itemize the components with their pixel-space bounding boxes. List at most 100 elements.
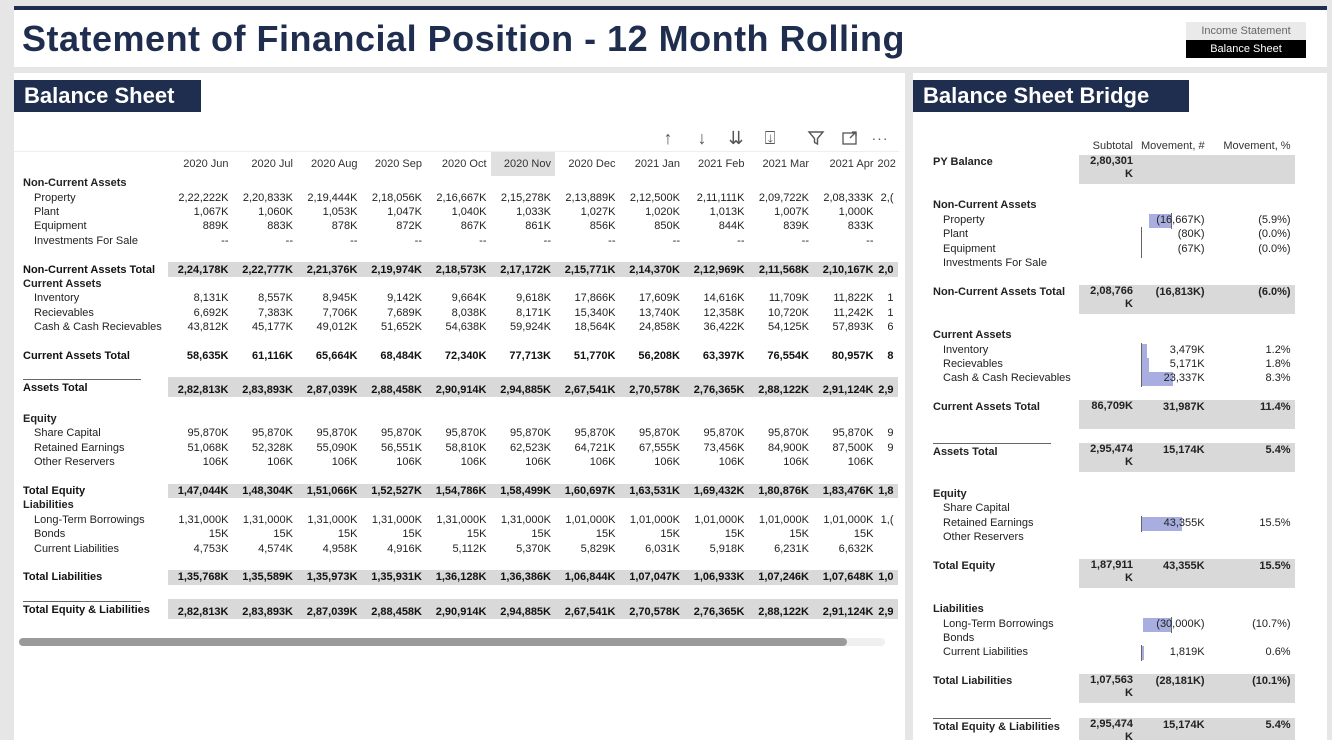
drill-down-icon[interactable]: ↓ [697,128,707,148]
cell-value: 2,91,124K [813,377,878,398]
cell-value: 51,068K [187,441,229,454]
bridge-row[interactable]: Recievables 5,171K 1.8% [929,356,1295,373]
expand-hierarchy-icon[interactable]: ⍗ [764,128,776,148]
month-header[interactable]: 2020 Dec [568,158,616,170]
movement-num-cell [1137,256,1209,270]
bridge-row[interactable]: Bonds [929,631,1295,645]
cell-value: 67,555K [639,441,680,454]
cell-value: 54,125K [768,321,809,334]
drill-up-icon[interactable]: ↑ [663,128,673,148]
matrix-row[interactable]: Equity [14,412,898,426]
cell-value: 6,231K [774,542,809,555]
month-header[interactable]: 202 [877,158,896,170]
cell-value: 1,35,931K [361,570,426,585]
bridge-row[interactable]: Long-Term Borrowings (30,000K) (10.7%) [929,616,1295,633]
cell-value: 2,87,039K [297,377,362,398]
subtotal-cell [1079,516,1137,530]
cell-value [813,412,878,426]
matrix-row[interactable]: Total Liabilities 1,35,768K 1,35,589K 1,35,… [14,570,898,585]
matrix-row[interactable]: Other Reservers 106K 106K 106K 106K 106K 106K 1… [14,455,898,469]
matrix-row[interactable]: Current Assets Total 58,635K 61,116K 65,664… [14,349,898,363]
matrix-row[interactable]: Total Equity 1,47,044K 1,48,304K 1,51,066K 1… [14,483,898,499]
bridge-row[interactable]: Non-Current Assets [929,198,1295,212]
cell-value: -- [737,234,745,247]
cell-value: 7,689K [387,306,422,319]
month-header[interactable]: 2021 Feb [698,158,745,170]
month-header[interactable]: 2020 Jul [251,158,293,170]
matrix-row[interactable]: Property 2,22,222K 2,20,833K 2,19,444K 2,18,… [14,190,898,204]
bridge-row[interactable]: Current Liabilities 1,819K 0.6% [929,645,1295,662]
bridge-row[interactable]: Plant (80K) (0.0%) [929,227,1295,244]
month-header[interactable]: 2021 Apr [829,158,874,170]
matrix-row[interactable]: Current Assets [14,277,898,291]
bridge-row[interactable]: Inventory 3,479K 1.2% [929,342,1295,359]
cell-value: 17,609K [639,292,680,305]
cell-value: 15K [402,528,422,541]
matrix-row[interactable]: Share Capital 95,870K 95,870K 95,870K 95,870… [14,426,898,440]
bridge-row[interactable]: Non-Current Assets Total 2,08,766 K (16,81… [929,284,1295,314]
matrix-row[interactable]: Non-Current Assets Total 2,24,178K 2,22,77… [14,262,898,277]
income-statement-button[interactable]: Income Statement [1186,22,1306,40]
bridge-row[interactable]: Retained Earnings 43,355K 15.5% [929,515,1295,532]
matrix-row[interactable]: Inventory 8,131K 8,557K 8,945K 9,142K 9,664K 9… [14,291,898,305]
month-header[interactable]: 2021 Jan [634,158,680,170]
movement-num-text: 15,174K [1163,444,1205,457]
subtotal-cell [1079,501,1137,515]
matrix-row[interactable]: Bonds 15K 15K 15K 15K 15K 15K 15K 15K 15K 15K 15K [14,527,898,541]
cell-value: 106K [847,456,874,469]
cell-value: 1,35,973K [297,570,362,585]
bridge-row[interactable]: Investments For Sale [929,256,1295,270]
matrix-row[interactable]: Assets Total 2,82,813K 2,83,893K 2,87,039K 2… [14,377,898,398]
cell-value: 95,870K [768,427,809,440]
movement-pct-cell: (10.1%) [1208,674,1295,704]
focus-mode-icon[interactable] [840,127,860,149]
more-options-icon[interactable]: ··· [871,130,889,146]
filter-icon[interactable] [806,127,826,149]
bridge-row[interactable]: Cash & Cash Recievables 23,337K 8.3% [929,371,1295,388]
bridge-row[interactable]: Total Liabilities 1,07,563 K (28,181K) (10.… [929,674,1295,704]
bridge-row[interactable]: Current Assets [929,328,1295,342]
matrix-row[interactable]: Long-Term Borrowings 1,31,000K 1,31,000K 1,… [14,513,898,527]
matrix-row[interactable]: Plant 1,067K 1,060K 1,053K 1,047K 1,040K 1,033… [14,205,898,219]
bridge-row[interactable]: Current Assets Total 86,709K 31,987K 11.4% [929,400,1295,430]
balance-sheet-button[interactable]: Balance Sheet [1186,40,1306,58]
cell-value: 8,945K [322,292,358,305]
month-header[interactable]: 2020 Sep [374,158,422,170]
matrix-row[interactable]: Recievables 6,692K 7,383K 7,706K 7,689K 8,038… [14,306,898,320]
balance-sheet-bridge-panel: Balance Sheet Bridge Subtotal Movement, … [913,73,1327,746]
subtotal-cell [1079,602,1137,616]
matrix-row[interactable]: Equipment 889K 883K 878K 872K 867K 861K 856K 850… [14,219,898,233]
bridge-row[interactable]: PY Balance 2,80,301 K [929,155,1295,184]
bridge-row[interactable]: Total Equity 1,87,911 K 43,355K 15.5% [929,558,1295,588]
cell-value: 15K [337,528,358,541]
month-header[interactable]: 2020 Jun [183,158,229,170]
movement-num-text: (30,000K) [1156,617,1205,630]
cell-value [233,412,298,426]
bridge-row[interactable]: Share Capital [929,501,1295,515]
matrix-row[interactable]: Current Liabilities 4,753K 4,574K 4,958K 4,9… [14,541,898,555]
matrix-row[interactable]: Total Equity & Liabilities 2,82,813K 2,83,… [14,598,898,619]
cell-value [233,277,298,291]
bridge-row[interactable]: Equipment (67K) (0.0%) [929,241,1295,258]
bridge-row[interactable]: Total Equity & Liabilities 2,95,474 K 15,1… [929,717,1295,746]
cell-value: 1,31,000K [242,513,293,526]
expand-all-down-icon[interactable]: ⇊ [728,128,744,148]
month-header[interactable]: 2020 Oct [441,158,487,170]
horizontal-scrollbar[interactable] [19,638,885,646]
month-header[interactable]: 2020 Aug [311,158,358,170]
scrollbar-thumb[interactable] [19,638,847,646]
cell-value [362,277,427,291]
matrix-row[interactable]: Liabilities [14,498,898,512]
matrix-row[interactable]: Retained Earnings 51,068K 52,328K 55,090K 56… [14,441,898,455]
bridge-row[interactable]: Other Reservers [929,530,1295,544]
matrix-row[interactable]: Non-Current Assets [14,176,898,190]
bridge-row[interactable]: Equity [929,487,1295,501]
cell-value: 2,88,458K [361,598,426,619]
bridge-row[interactable]: Liabilities [929,602,1295,616]
month-header[interactable]: 2020 Nov [490,152,555,176]
matrix-row[interactable]: Cash & Cash Recievables 43,812K 45,177K 49,… [14,320,898,334]
matrix-row[interactable]: Investments For Sale -- -- -- -- -- -- -- -- -- --… [14,234,898,248]
bridge-row[interactable]: Assets Total 2,95,474 K 15,174K 5.4% [929,443,1295,473]
month-header[interactable]: 2021 Mar [762,158,809,170]
bridge-row[interactable]: Property (16,667K) (5.9%) [929,212,1295,229]
